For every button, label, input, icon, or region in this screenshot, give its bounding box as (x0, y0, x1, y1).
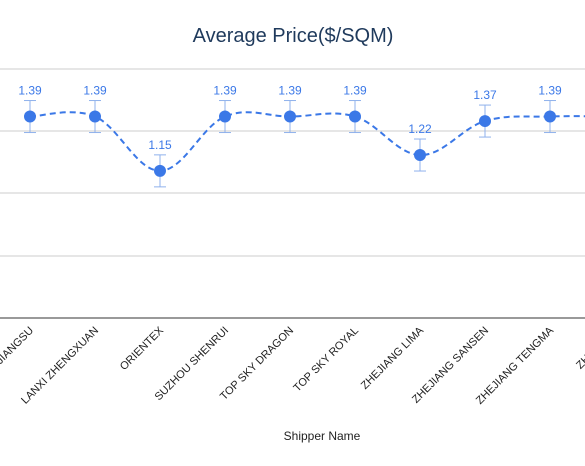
data-point (89, 110, 101, 123)
data-label: 1.39 (278, 84, 302, 98)
data-label: 1.39 (343, 84, 367, 98)
x-tick-label: ORIENTEX (118, 324, 167, 373)
x-tick-label: JIANGSU (0, 325, 36, 367)
data-label: 1.39 (83, 84, 107, 98)
data-label: 1.39 (538, 84, 562, 98)
data-label: 1.39 (213, 84, 237, 98)
chart-title: Average Price($/SQM) (193, 25, 394, 47)
data-point (24, 110, 36, 123)
data-label: 1.39 (18, 84, 42, 98)
x-tick-label: SUZHOU SHENRUI (153, 325, 231, 403)
x-tick-label: ZHEJIANG (574, 325, 585, 372)
data-point (154, 164, 166, 177)
x-tick-label: TOP SKY DRAGON (218, 325, 296, 403)
data-point (284, 110, 296, 123)
x-tick-label: ZHEJIANG LIMA (359, 324, 427, 392)
data-points (24, 110, 556, 177)
data-label: 1.22 (408, 122, 432, 136)
series-line (29, 111, 585, 172)
x-axis-label: Shipper Name (284, 429, 361, 443)
data-point (349, 110, 361, 123)
data-point (479, 115, 491, 128)
data-labels: 1.39 1.39 1.15 1.39 1.39 1.39 1.22 1.37 1.39 (18, 84, 562, 152)
data-point (544, 110, 556, 123)
x-tick-label: TOP SKY ROYAL (291, 325, 361, 395)
data-label: 1.15 (148, 138, 172, 152)
gridlines (0, 68, 585, 319)
error-bars (24, 100, 556, 188)
data-point (414, 149, 426, 162)
data-label: 1.37 (473, 88, 497, 102)
data-point (219, 110, 231, 123)
